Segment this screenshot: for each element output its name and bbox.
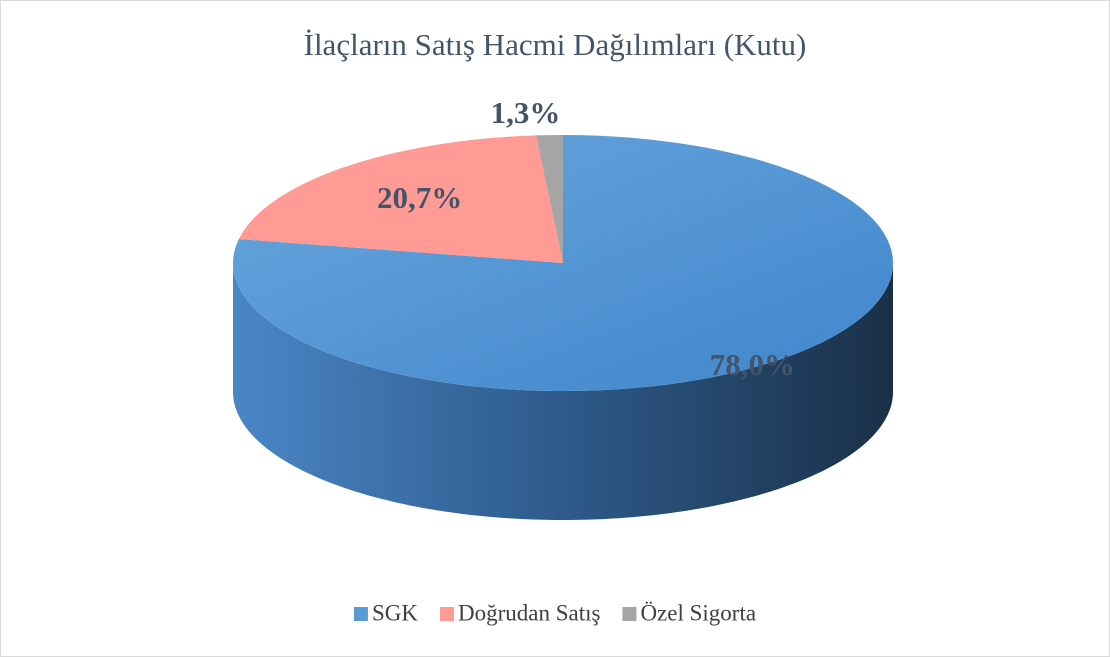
slice [238,135,563,263]
legend-label: Özel Sigorta [640,600,756,625]
legend-swatch [622,607,637,621]
data-label: 1,3% [491,95,561,130]
legend-label: Doğrudan Satış [458,600,601,625]
legend-label: SGK [372,600,418,625]
slice-side [233,263,893,520]
legend-swatch [439,607,454,621]
pie: 78,0% 20,7% 1,3% [233,95,893,520]
legend: SGK Doğrudan Satış Özel Sigorta [353,600,756,625]
legend-swatch [353,607,368,621]
chart-title: İlaçların Satış Hacmi Dağılımları (Kutu) [304,27,807,62]
data-label: 78,0% [710,347,795,382]
slice [536,135,563,263]
data-label: 20,7% [377,180,462,215]
